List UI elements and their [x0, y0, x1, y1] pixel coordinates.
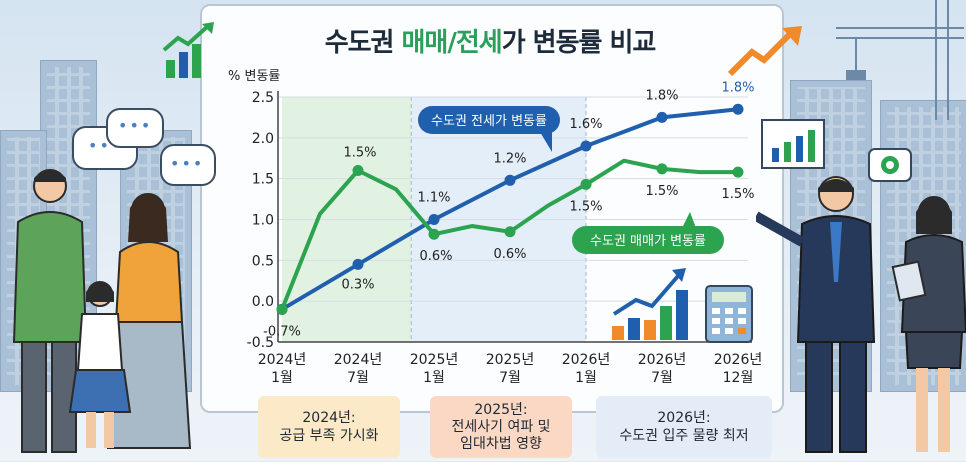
calculator-icon	[705, 285, 753, 343]
note-2025-line1: 2025년:	[474, 401, 528, 418]
bar-growth-icon	[612, 268, 688, 340]
jeonse-point	[580, 140, 592, 152]
note-2026-line1: 2026년:	[657, 410, 711, 426]
chat-bubble-icon: •••	[160, 144, 216, 186]
x-tick-label: 12월	[723, 370, 754, 386]
x-tick-label: 2024년	[334, 352, 383, 368]
title-part1: 수도권	[324, 28, 402, 58]
jeonse-legend-badge	[418, 106, 560, 134]
x-tick-label: 7월	[347, 370, 369, 386]
maemae-point	[732, 166, 744, 178]
gear-icon	[868, 148, 912, 182]
jeonse-point	[428, 214, 440, 225]
maemae-point	[276, 303, 288, 315]
chart-title: 수도권 매매/전세가 변동률 비교	[200, 22, 780, 59]
jeonse-data-label: 1.8%	[721, 80, 754, 95]
jeonse-data-label: 1.8%	[645, 88, 678, 103]
x-tick-label: 2024년	[258, 352, 307, 368]
y-tick-label: 0.0	[252, 294, 274, 310]
maemae-point	[352, 165, 364, 176]
x-tick-label: 1월	[423, 370, 445, 386]
note-2026: 2026년: 수도권 입주 물량 최저	[596, 396, 772, 458]
maemae-point	[580, 178, 592, 190]
maemae-legend-label: 수도권 매매가 변동률	[590, 234, 706, 249]
y-tick-label: -0.5	[247, 335, 274, 351]
jeonse-data-label: 0.3%	[341, 277, 374, 292]
jeonse-data-label: 1.2%	[493, 151, 526, 166]
family-illustration	[12, 169, 192, 453]
note-2026-line2: 수도권 입주 물량 최저	[619, 428, 749, 444]
title-part3: 가 변동률 비교	[501, 28, 657, 58]
y-tick-label: 1.5	[252, 172, 274, 188]
chat-bubble-icon: •••	[106, 108, 164, 148]
jeonse-legend-label: 수도권 전세가 변동률	[431, 114, 547, 129]
maemae-data-label: 0.6%	[493, 247, 526, 262]
maemae-data-label: 1.5%	[343, 146, 376, 161]
x-tick-label: 2025년	[486, 352, 535, 368]
note-2024-line2: 공급 부족 가시화	[279, 428, 379, 444]
y-tick-label: 2.0	[252, 131, 274, 147]
chart-board-icon	[761, 119, 825, 169]
x-tick-label: 2026년	[562, 352, 611, 368]
x-tick-label: 2025년	[410, 352, 459, 368]
up-arrow-icon	[727, 26, 802, 77]
note-2024-line1: 2024년:	[302, 410, 356, 426]
jeonse-point	[352, 258, 364, 270]
maemae-data-label: 1.5%	[569, 199, 602, 214]
crane-icon	[836, 0, 964, 120]
jeonse-point	[656, 111, 668, 123]
maemae-legend-pointer	[682, 212, 696, 228]
x-tick-label: 7월	[499, 370, 521, 386]
jeonse-point	[732, 103, 744, 115]
maemae-data-label: 0.6%	[419, 249, 452, 264]
bar-growth-icon	[162, 22, 214, 78]
x-tick-label: 2026년	[714, 352, 763, 368]
x-tick-label: 7월	[651, 370, 673, 386]
jeonse-data-label: 1.6%	[569, 117, 602, 132]
x-tick-label: 1월	[271, 370, 293, 386]
maemae-data-label: 1.5%	[645, 184, 678, 199]
jeonse-point	[504, 174, 516, 186]
note-2024: 2024년: 공급 부족 가시화	[258, 396, 400, 458]
x-tick-label: 1월	[575, 370, 597, 386]
y-tick-label: 0.5	[252, 253, 274, 269]
jeonse-legend-pointer	[540, 132, 552, 152]
y-tick-label: 1.0	[252, 213, 274, 229]
maemae-point	[656, 163, 668, 175]
maemae-point	[504, 226, 516, 238]
note-2025-line3: 임대차법 영향	[460, 435, 542, 452]
maemae-point	[428, 228, 440, 240]
note-2025: 2025년: 전세사기 여파 및 임대차법 영향	[430, 396, 572, 458]
jeonse-data-label: 1.1%	[417, 191, 450, 206]
maemae-legend-badge	[572, 226, 724, 254]
maemae-data-label: 1.5%	[721, 187, 754, 202]
x-tick-label: 2026년	[638, 352, 687, 368]
title-part2: 매매/전세	[401, 28, 503, 58]
y-axis-label: % 변동률	[228, 69, 280, 84]
y-tick-label: 2.5	[252, 90, 274, 106]
note-2025-line2: 전세사기 여파 및	[451, 418, 551, 435]
maemae-data-label: -0.7%	[263, 324, 301, 339]
business-people-illustration	[756, 176, 966, 453]
